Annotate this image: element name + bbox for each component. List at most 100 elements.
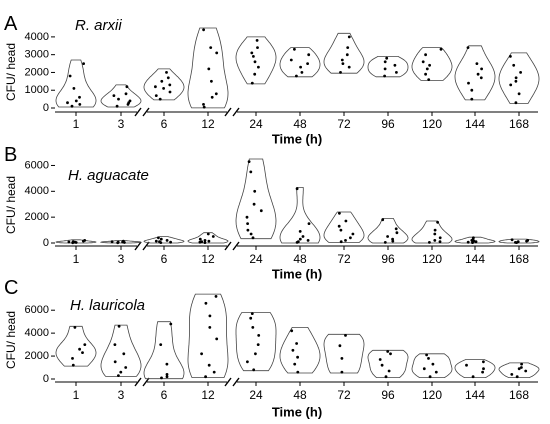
data-point	[78, 95, 81, 99]
data-point	[70, 104, 74, 108]
data-point	[165, 71, 168, 74]
data-point	[215, 51, 219, 55]
violin-shape	[454, 359, 496, 378]
data-point	[387, 369, 391, 373]
data-point	[386, 350, 390, 353]
data-point	[471, 375, 475, 379]
data-point	[341, 62, 345, 65]
axis-break-mark	[232, 241, 240, 251]
axis-break-mark	[232, 377, 240, 387]
x-tick-label: 3	[118, 252, 125, 266]
data-point	[476, 72, 480, 76]
data-point	[257, 334, 261, 337]
data-point	[520, 366, 523, 369]
data-point	[256, 343, 260, 346]
data-point	[347, 35, 351, 39]
data-point	[208, 314, 212, 318]
violin-shape	[323, 211, 365, 243]
data-point	[204, 301, 208, 305]
data-point	[83, 343, 87, 346]
data-point	[253, 60, 257, 64]
x-tick-label: 96	[381, 252, 395, 266]
data-point	[71, 357, 74, 360]
data-point	[251, 326, 255, 329]
data-point	[249, 232, 253, 236]
data-point	[466, 240, 470, 244]
data-point	[524, 369, 528, 373]
data-point	[386, 235, 389, 238]
data-point	[300, 71, 304, 74]
violin-shape	[143, 68, 185, 101]
y-tick-label: 4000	[25, 185, 49, 197]
data-point	[395, 231, 399, 235]
x-tick-label: 120	[422, 388, 442, 402]
data-point	[209, 46, 213, 49]
data-point	[82, 62, 85, 65]
data-point	[383, 60, 387, 64]
x-tick-label: 72	[337, 117, 351, 131]
data-point	[514, 241, 517, 244]
data-point	[431, 362, 435, 366]
axis-break-gap	[137, 242, 147, 250]
data-point	[383, 67, 387, 71]
data-point	[512, 63, 516, 67]
violin-shape	[100, 240, 142, 244]
data-point	[433, 239, 437, 242]
data-point	[385, 56, 389, 60]
data-point	[395, 71, 398, 74]
data-point	[306, 239, 310, 242]
y-tick-label: 0	[43, 102, 49, 114]
data-point	[470, 97, 474, 101]
data-point	[117, 324, 121, 328]
data-point	[439, 47, 443, 51]
data-point	[157, 236, 160, 240]
violin-shape	[187, 27, 229, 109]
data-point	[296, 370, 300, 374]
x-axis-label: Time (h)	[272, 131, 322, 146]
y-tick-label: 2000	[25, 66, 49, 78]
data-point	[293, 362, 297, 366]
data-point	[252, 202, 256, 206]
x-tick-label: 168	[509, 252, 529, 266]
data-point	[68, 74, 72, 78]
data-point	[251, 236, 255, 240]
data-point	[165, 362, 169, 366]
x-tick-label: 3	[118, 117, 125, 131]
data-point	[160, 79, 164, 83]
data-point	[480, 67, 483, 71]
x-tick-label: 144	[465, 117, 485, 131]
data-point	[168, 83, 172, 87]
data-point	[345, 53, 349, 57]
data-point	[514, 101, 518, 105]
data-point	[340, 58, 344, 62]
x-axis-label: Time (h)	[272, 404, 322, 419]
violin-shape	[411, 353, 453, 378]
data-point	[256, 46, 259, 49]
data-point	[71, 363, 75, 367]
data-point	[519, 71, 522, 74]
data-point	[517, 367, 521, 371]
data-point	[202, 105, 206, 109]
violin-shape	[367, 56, 409, 78]
data-point	[71, 240, 75, 244]
data-point	[207, 363, 211, 367]
violin-shape	[279, 47, 321, 78]
data-point	[169, 240, 173, 244]
chart-title: H. aguacate	[68, 167, 149, 184]
y-axis-label: CFU/ head	[4, 311, 18, 369]
violin-shape	[323, 32, 365, 74]
x-tick-label: 1	[73, 252, 80, 266]
data-point	[254, 352, 257, 356]
x-tick-label: 6	[161, 252, 168, 266]
data-point	[169, 322, 173, 326]
y-axis-label: CFU/ head	[4, 43, 18, 101]
data-point	[206, 232, 210, 236]
data-point	[200, 352, 204, 356]
data-point	[298, 237, 302, 241]
y-tick-label: 2000	[25, 211, 49, 223]
axis-break-mark	[142, 241, 150, 251]
data-point	[158, 97, 162, 101]
y-tick-label: 1000	[25, 84, 49, 96]
data-point	[250, 81, 254, 85]
data-point	[520, 362, 523, 366]
